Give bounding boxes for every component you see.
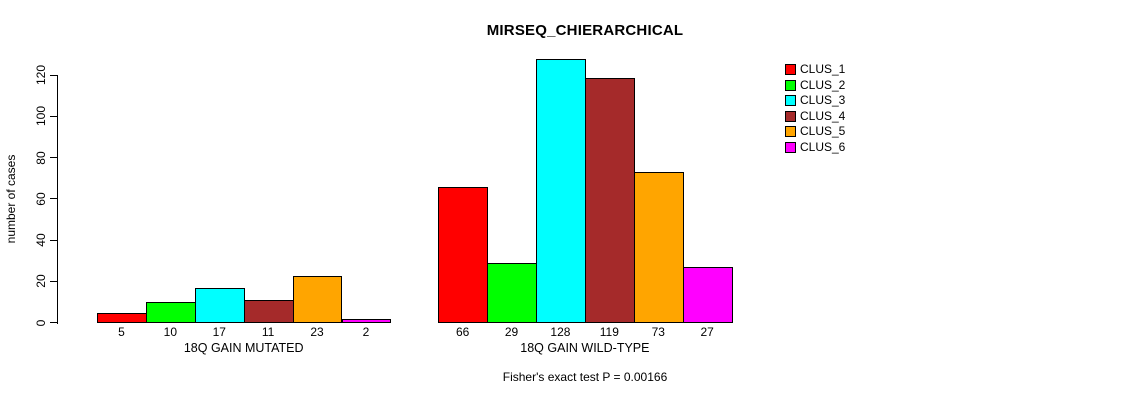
legend-item: CLUS_6 [785,139,846,154]
bar-value-label: 73 [651,325,665,339]
legend-label: CLUS_2 [800,77,846,92]
legend-swatch-icon [785,64,796,75]
bar-clus_6 [341,318,392,323]
y-tick-mark [50,115,57,117]
legend-swatch-icon [785,95,796,106]
legend-label: CLUS_5 [800,124,846,138]
bar-value-label: 11 [261,325,275,339]
legend-label: CLUS_3 [800,93,846,107]
y-tick-label: 100 [34,106,48,127]
bar-clus_1 [97,312,147,323]
bar-value-label: 17 [212,325,226,339]
bar-value-label: 119 [599,325,619,339]
x-group-label: 18Q GAIN MUTATED [183,341,304,355]
bar-clus_2 [145,301,196,323]
legend-swatch-icon [785,110,796,122]
y-tick-mark [50,239,57,241]
bar-value-label: 66 [455,325,470,339]
chart-title: MIRSEQ_CHIERARCHICAL [486,22,684,39]
legend-item: CLUS_5 [785,124,846,138]
y-tick-label: 120 [34,64,48,86]
legend-swatch-icon [785,141,796,153]
bar-clus_3 [536,58,586,323]
bar-clus_4 [243,299,294,323]
y-axis-label: number of cases [4,154,18,244]
bar-clus_5 [292,275,343,323]
bar-value-label: 2 [362,325,370,339]
legend: CLUS_1 CLUS_2 CLUS_3 CLUS_4 CLUS_5 CLUS_6 [785,62,846,157]
legend-label: CLUS_1 [800,62,846,76]
bar-value-label: 29 [504,325,519,339]
y-tick-label: 40 [34,233,48,247]
annotation-text: Fisher's exact test P = 0.00166 [502,370,668,384]
bar-clus_2 [487,262,537,323]
legend-label: CLUS_4 [800,108,846,123]
x-group-label: 18Q GAIN WILD-TYPE [520,341,650,355]
bar-value-label: 5 [118,325,125,339]
bar-value-label: 23 [310,325,324,339]
y-tick-mark [50,280,57,282]
bar-value-label: 27 [700,325,714,339]
legend-item: CLUS_2 [785,77,846,92]
bar-clus_3 [194,287,245,323]
bar-clus_1 [438,186,489,323]
y-tick-label: 80 [34,150,48,165]
y-tick-mark [50,322,57,323]
y-tick-mark [50,198,57,200]
y-tick-mark [50,157,57,158]
legend-label: CLUS_6 [800,139,846,154]
bar-clus_5 [633,171,684,323]
legend-item: CLUS_3 [785,93,846,107]
legend-item: CLUS_4 [785,108,846,123]
legend-swatch-icon [785,79,796,91]
y-tick-label: 0 [34,319,48,326]
bar-clus_4 [584,77,635,323]
y-tick-label: 20 [34,274,48,288]
bar-value-label: 128 [550,325,571,339]
legend-item: CLUS_1 [785,62,846,76]
y-tick-mark [50,74,57,76]
bar-value-label: 10 [163,325,178,339]
y-tick-label: 60 [34,192,48,206]
legend-swatch-icon [785,126,796,137]
y-axis-line [57,75,58,324]
bar-clus_6 [682,266,733,323]
